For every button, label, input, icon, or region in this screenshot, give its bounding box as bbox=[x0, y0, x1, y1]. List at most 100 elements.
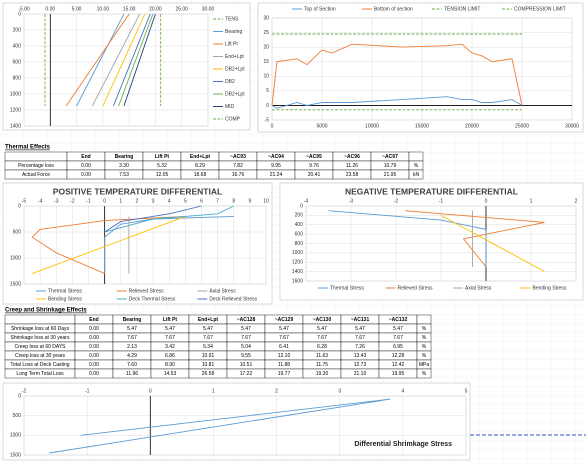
cell-text: 21.95 bbox=[384, 172, 397, 178]
legend-label: COMP bbox=[225, 116, 241, 122]
x-tick-label: 0 bbox=[485, 198, 488, 204]
series-line bbox=[104, 205, 234, 233]
cell-text: 7.67 bbox=[393, 335, 403, 341]
x-tick-label: 5.00 bbox=[72, 6, 82, 12]
cell-text: 3.42 bbox=[165, 344, 175, 350]
cell-text: 23.58 bbox=[346, 172, 359, 178]
legend-label: Deck Thermal Stress bbox=[129, 296, 176, 302]
cell-text: 16.76 bbox=[232, 172, 245, 178]
cell-text: 7.67 bbox=[317, 335, 327, 341]
cell-text: 21.24 bbox=[270, 172, 283, 178]
x-tick-label: 4 bbox=[168, 198, 171, 204]
legend-label: COMPRESSION LIMIT bbox=[514, 6, 566, 12]
cell-text: Percentage loss bbox=[18, 163, 54, 169]
cell-text: % bbox=[422, 344, 427, 350]
y-tick-label: 500 bbox=[13, 413, 22, 419]
cell-text: 7.82 bbox=[233, 163, 243, 169]
legend-label: Top of Section bbox=[304, 6, 336, 12]
series-line bbox=[440, 215, 545, 272]
cell-text: Creep loss at 30 years bbox=[15, 353, 66, 359]
cell-text: 0.00 bbox=[89, 362, 99, 368]
cell-text: 5.47 bbox=[355, 326, 365, 332]
legend-label: DB2 bbox=[225, 79, 235, 85]
cell-text: ~AC96 bbox=[344, 154, 360, 160]
cell-text: 5.32 bbox=[157, 163, 167, 169]
series-line bbox=[65, 13, 130, 107]
x-tick-label: 1 bbox=[212, 388, 215, 394]
x-tick-label: -3 bbox=[54, 198, 59, 204]
cell-text: 14.53 bbox=[164, 371, 177, 377]
x-tick-label: 0 bbox=[149, 388, 152, 394]
table-cell bbox=[4, 314, 76, 325]
y-tick-label: 1400 bbox=[292, 269, 303, 275]
y-tick-label: 0 bbox=[266, 103, 269, 109]
cell-text: % bbox=[422, 335, 427, 341]
cell-text: 6.41 bbox=[279, 344, 289, 350]
cell-text: 12.73 bbox=[354, 362, 367, 368]
cell-text: 12.05 bbox=[156, 172, 169, 178]
cell-text: 5.47 bbox=[241, 326, 251, 332]
y-tick-label: -5 bbox=[265, 117, 270, 123]
legend-label: TENSION LIMIT bbox=[444, 6, 480, 12]
cell-text: ~AC95 bbox=[306, 154, 322, 160]
x-tick-label: 15000 bbox=[415, 123, 429, 129]
cell-text: End+Lpt bbox=[198, 317, 218, 323]
chart-frame bbox=[2, 382, 471, 461]
series-line bbox=[76, 13, 125, 107]
x-tick-label: -3 bbox=[349, 198, 354, 204]
cell-text: 7.60 bbox=[127, 362, 137, 368]
y-tick-label: 5 bbox=[266, 88, 269, 94]
legend-label: Axial Stress bbox=[465, 285, 492, 291]
y-tick-label: 600 bbox=[295, 231, 304, 237]
legend-label: Lift Pt bbox=[225, 41, 238, 47]
cell-text: 8.29 bbox=[195, 163, 205, 169]
cell-text: 7.53 bbox=[119, 172, 129, 178]
x-tick-label: 10.00 bbox=[97, 6, 110, 12]
x-tick-label: 0.00 bbox=[45, 6, 55, 12]
x-tick-label: 1 bbox=[119, 198, 122, 204]
y-tick-label: 200 bbox=[295, 213, 304, 219]
cell-text: 9.76 bbox=[309, 163, 319, 169]
series-line bbox=[104, 205, 202, 233]
y-tick-label: 1500 bbox=[10, 452, 21, 458]
cell-text: 7.67 bbox=[241, 335, 251, 341]
cell-text: 11.96 bbox=[126, 371, 138, 377]
cell-text: End bbox=[89, 317, 98, 323]
y-tick-label: 25 bbox=[263, 30, 269, 36]
y-tick-label: 1000 bbox=[10, 91, 21, 97]
y-tick-label: 200 bbox=[13, 27, 22, 33]
cell-text: 10.51 bbox=[240, 362, 253, 368]
cell-text: Total Loss at Deck Casting bbox=[10, 362, 69, 368]
cell-text: 10.79 bbox=[384, 163, 397, 169]
cell-text: 5.47 bbox=[127, 326, 137, 332]
x-tick-label: 4 bbox=[401, 388, 404, 394]
cell-text: 7.67 bbox=[165, 335, 175, 341]
section-title: Thermal Effects bbox=[5, 145, 51, 151]
table-cell bbox=[416, 314, 432, 325]
cell-text: 17.22 bbox=[240, 371, 253, 377]
series-line bbox=[118, 13, 154, 107]
legend-label: DB2+Lpt bbox=[225, 91, 245, 97]
cell-text: 4.29 bbox=[127, 353, 137, 359]
y-tick-label: 1200 bbox=[292, 260, 303, 266]
cell-text: ~AC94 bbox=[268, 154, 284, 160]
y-tick-label: 10 bbox=[263, 74, 269, 80]
x-tick-label: 2 bbox=[275, 388, 278, 394]
cell-text: kN bbox=[413, 172, 420, 178]
cell-text: % bbox=[414, 163, 419, 169]
chart-frame bbox=[2, 2, 251, 131]
series-line bbox=[112, 13, 151, 107]
y-tick-label: 30 bbox=[263, 15, 269, 21]
series-line bbox=[91, 13, 141, 107]
legend-label: MID bbox=[225, 104, 235, 110]
cell-text: 5.34 bbox=[203, 344, 213, 350]
y-tick-label: 1600 bbox=[292, 278, 303, 284]
chart-title: Differential Shrimkage Stress bbox=[354, 441, 452, 448]
x-tick-label: -2 bbox=[394, 198, 399, 204]
x-tick-label: 30.00 bbox=[202, 6, 215, 12]
cell-text: ~AC97 bbox=[382, 154, 398, 160]
cell-text: 5.47 bbox=[279, 326, 289, 332]
y-tick-label: 1000 bbox=[10, 255, 21, 261]
x-tick-label: 5000 bbox=[316, 123, 327, 129]
